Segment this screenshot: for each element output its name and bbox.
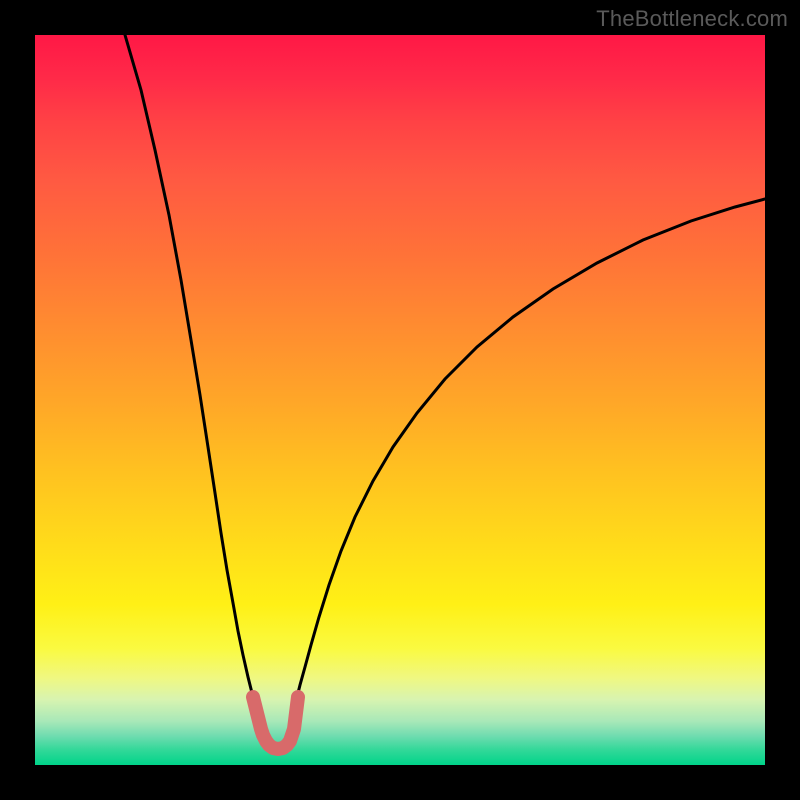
curve-left [125,35,253,697]
plot-area [35,35,765,765]
watermark-text: TheBottleneck.com [596,6,788,32]
curve-right [297,199,765,697]
overlay-u-shape [253,697,298,749]
curve-layer [35,35,765,765]
